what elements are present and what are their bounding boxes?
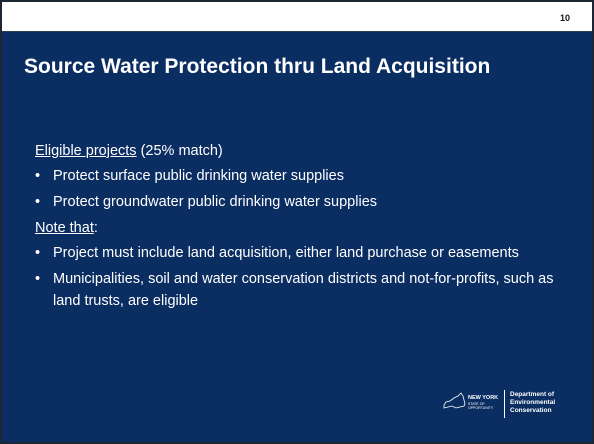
heading-suffix: : (93, 220, 98, 236)
logo-state: NEW YORK (468, 395, 499, 401)
heading-suffix: (25% match) (140, 143, 223, 159)
logo-line: Environmental (510, 399, 556, 406)
heading-text: Eligible projects (35, 143, 137, 159)
logo-line: Department of (510, 391, 555, 398)
page-number: 10 (559, 13, 570, 23)
bullet-item: Project must include land acquisition, e… (35, 242, 555, 264)
bullet-list: Protect surface public drinking water su… (35, 165, 555, 213)
state-outline (443, 392, 466, 409)
section-heading: Note that: (35, 217, 555, 239)
logo-separator (504, 390, 505, 418)
heading-text: Note that (35, 220, 94, 236)
bullet-item: Protect groundwater public drinking wate… (35, 191, 555, 213)
logo-line: Conservation (510, 407, 552, 414)
slide-body: Eligible projects(25% match) Protect surf… (35, 140, 555, 316)
bullet-list: Project must include land acquisition, e… (35, 242, 555, 312)
section-heading: Eligible projects (25% match) (35, 140, 555, 162)
top-band: 10 (2, 2, 592, 32)
logo-tagline: STATE OF OPPORTUNITY (468, 402, 494, 410)
bullet-item: Municipalities, soil and water conservat… (35, 268, 555, 312)
bullet-item: Protect surface public drinking water su… (35, 165, 555, 187)
logo-department: Department of Environmental Conservation (510, 391, 555, 415)
logo: NEW YORK STATE OF OPPORTUNITY Department… (442, 388, 572, 420)
slide-title: Source Water Protection thru Land Acquis… (24, 55, 491, 78)
